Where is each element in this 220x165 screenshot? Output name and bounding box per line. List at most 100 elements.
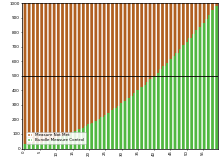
Bar <box>182 45 185 148</box>
Bar <box>91 3 94 123</box>
Bar <box>117 106 120 148</box>
Bar <box>130 3 133 96</box>
Bar <box>48 3 51 140</box>
Bar <box>152 76 156 148</box>
Bar <box>139 3 143 87</box>
Bar <box>179 49 182 148</box>
Bar <box>123 3 126 101</box>
Bar <box>211 3 214 10</box>
Bar <box>130 96 133 148</box>
Bar <box>185 3 188 42</box>
Bar <box>179 3 182 49</box>
Bar <box>55 138 58 148</box>
Bar <box>32 3 35 144</box>
Bar <box>38 3 42 143</box>
Bar <box>48 140 51 148</box>
Bar <box>55 3 58 138</box>
Bar <box>192 34 195 148</box>
Bar <box>91 123 94 148</box>
Bar <box>136 90 139 148</box>
Bar <box>133 93 136 148</box>
Bar <box>205 3 208 19</box>
Bar <box>104 3 107 115</box>
Bar <box>87 3 91 124</box>
Bar <box>38 143 42 148</box>
Bar <box>156 72 159 148</box>
Bar <box>133 3 136 93</box>
Bar <box>143 85 146 148</box>
Bar <box>126 3 130 98</box>
Bar <box>185 42 188 148</box>
Bar <box>149 79 152 148</box>
Bar <box>87 124 91 148</box>
Bar <box>22 144 25 148</box>
Bar <box>175 52 179 148</box>
Bar <box>35 143 38 148</box>
Bar <box>68 134 71 148</box>
Bar <box>110 3 113 110</box>
Bar <box>45 141 48 149</box>
Bar <box>156 3 159 72</box>
Bar <box>113 3 117 108</box>
Bar <box>25 144 29 148</box>
Bar <box>58 137 61 148</box>
Bar <box>64 135 68 148</box>
Bar <box>94 3 97 121</box>
Bar <box>107 3 110 113</box>
Bar <box>195 30 198 148</box>
Bar <box>22 3 25 144</box>
Bar <box>71 3 74 132</box>
Bar <box>68 3 71 134</box>
Bar <box>182 3 185 45</box>
Bar <box>58 3 61 137</box>
Bar <box>84 3 87 126</box>
Bar <box>120 103 123 148</box>
Bar <box>205 19 208 149</box>
Bar <box>84 126 87 148</box>
Bar <box>166 63 169 148</box>
Bar <box>100 117 104 148</box>
Bar <box>208 15 211 149</box>
Bar <box>113 108 117 148</box>
Bar <box>172 56 175 148</box>
Legend: Measure Not Met, Bundle Measure Control: Measure Not Met, Bundle Measure Control <box>26 132 86 144</box>
Bar <box>42 3 45 142</box>
Bar <box>152 3 156 76</box>
Bar <box>202 3 205 23</box>
Bar <box>110 110 113 148</box>
Bar <box>25 3 29 144</box>
Bar <box>192 3 195 34</box>
Bar <box>64 3 68 135</box>
Bar <box>32 144 35 149</box>
Bar <box>198 27 202 148</box>
Bar <box>169 3 172 59</box>
Bar <box>211 10 214 148</box>
Bar <box>126 98 130 148</box>
Bar <box>143 3 146 85</box>
Bar <box>51 139 55 148</box>
Bar <box>214 6 218 148</box>
Bar <box>71 132 74 148</box>
Bar <box>61 3 64 136</box>
Bar <box>198 3 202 27</box>
Bar <box>214 3 218 6</box>
Bar <box>107 113 110 148</box>
Bar <box>120 3 123 103</box>
Bar <box>123 101 126 148</box>
Bar <box>195 3 198 30</box>
Bar <box>94 121 97 148</box>
Bar <box>162 3 166 66</box>
Bar <box>146 82 149 148</box>
Bar <box>97 119 100 148</box>
Bar <box>45 3 48 141</box>
Bar <box>175 3 179 52</box>
Bar <box>202 23 205 148</box>
Bar <box>189 3 192 38</box>
Bar <box>61 136 64 148</box>
Bar <box>172 3 175 56</box>
Bar <box>117 3 120 106</box>
Bar <box>159 3 162 69</box>
Bar <box>81 128 84 148</box>
Bar <box>77 130 81 148</box>
Bar <box>136 3 139 90</box>
